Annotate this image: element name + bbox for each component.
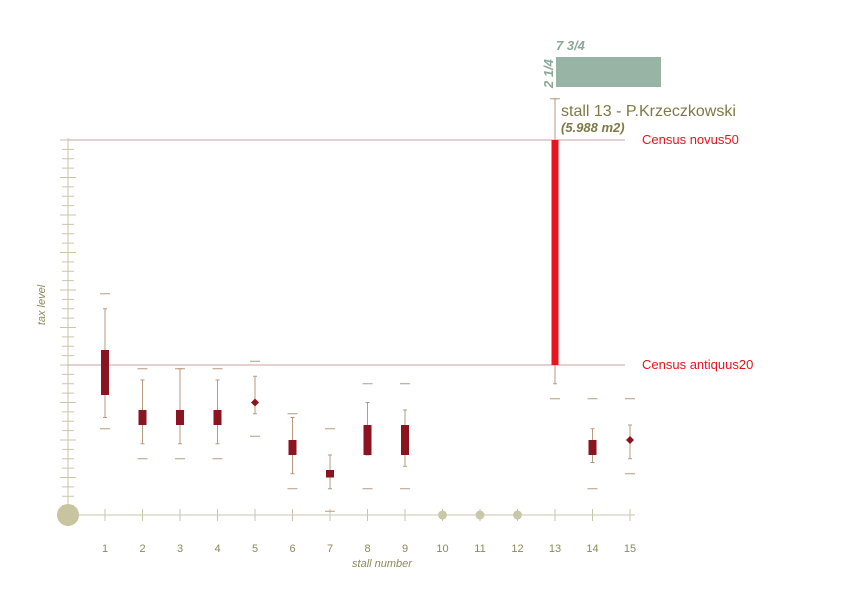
x-tick-label: 14 [586, 543, 598, 555]
reference-lines: Census novus50 Census antiquus20 [68, 132, 753, 372]
y-axis-title: tax level [36, 284, 48, 325]
stall-footprint-rect [556, 57, 661, 87]
box [138, 410, 147, 425]
chart-labels: stall number tax level 1 2 3 4 5 6 7 8 9 10 11 12 13… [36, 284, 636, 570]
highlight-stall-area: (5.988 m2) [561, 120, 625, 135]
x-tick-label: 4 [214, 543, 220, 555]
x-axis-title: stall number [352, 558, 413, 570]
x-tick-label: 10 [436, 543, 448, 555]
box [588, 440, 597, 455]
chart-marks [100, 98, 635, 520]
x-tick-label: 9 [402, 543, 408, 555]
x-tick-label: 6 [289, 543, 295, 555]
origin-marker [57, 504, 79, 526]
box [176, 410, 184, 425]
reference-line-label: Census antiquus20 [642, 357, 753, 372]
box [401, 425, 409, 455]
empty-stall-marker [438, 510, 447, 520]
empty-stall-marker [513, 510, 522, 520]
x-tick-label: 12 [511, 543, 523, 555]
x-tick-label: 15 [624, 543, 636, 555]
x-tick-label: 11 [474, 543, 485, 555]
x-tick-label: 5 [252, 543, 258, 555]
box [288, 440, 297, 455]
x-tick-label: 8 [364, 543, 370, 555]
box [363, 425, 372, 455]
box [213, 410, 222, 425]
axes [57, 138, 635, 526]
box [326, 470, 334, 478]
empty-stall-marker [475, 510, 485, 520]
point-marker [626, 436, 634, 444]
footprint-width-label: 7 3/4 [556, 38, 586, 53]
x-tick-label: 2 [139, 543, 145, 555]
footprint-depth-label: 2 1/4 [541, 58, 556, 89]
stall-13-annotation: 7 3/4 2 1/4 stall 13 - P.Krzeczkowski (5… [541, 38, 736, 135]
x-tick-label: 3 [177, 543, 183, 555]
reference-line-label: Census novus50 [642, 132, 739, 147]
x-tick-label: 7 [327, 543, 333, 555]
point-marker [251, 398, 259, 407]
x-tick-label: 13 [549, 543, 561, 555]
highlight-stall-title: stall 13 - P.Krzeczkowski [561, 103, 736, 120]
x-tick-label: 1 [102, 543, 108, 555]
highlight-bar [551, 140, 559, 365]
box [101, 350, 109, 395]
